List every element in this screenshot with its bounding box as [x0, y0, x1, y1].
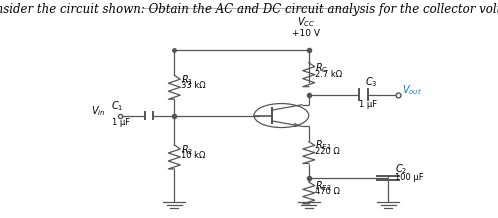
Text: $R_{E2}$: $R_{E2}$	[315, 179, 332, 193]
Text: $V_{in}$: $V_{in}$	[91, 104, 106, 118]
Text: $C_3$: $C_3$	[365, 76, 377, 89]
Text: $V_{CC}$: $V_{CC}$	[297, 16, 315, 29]
Text: . Consider the circuit shown: Obtain the AC and DC circuit analysis for the coll: . Consider the circuit shown: Obtain the…	[0, 3, 498, 16]
Text: $R_{E1}$: $R_{E1}$	[315, 139, 332, 152]
Text: 1 μF: 1 μF	[359, 100, 376, 109]
Text: 1 μF: 1 μF	[112, 118, 130, 127]
Text: 10 kΩ: 10 kΩ	[181, 151, 206, 160]
Text: 2.7 kΩ: 2.7 kΩ	[315, 70, 342, 79]
Text: +10 V: +10 V	[292, 29, 320, 38]
Text: $R_C$: $R_C$	[315, 61, 329, 75]
Text: $R_2$: $R_2$	[181, 143, 194, 157]
Text: $C_1$: $C_1$	[111, 99, 123, 113]
Text: 100 μF: 100 μF	[395, 173, 423, 182]
Text: $C_2$: $C_2$	[395, 162, 407, 176]
Text: $V_{out}$: $V_{out}$	[402, 83, 422, 97]
Text: $R_1$: $R_1$	[181, 73, 194, 87]
Text: 470 Ω: 470 Ω	[315, 187, 340, 196]
Text: 220 Ω: 220 Ω	[315, 147, 340, 156]
Text: 33 kΩ: 33 kΩ	[181, 81, 206, 90]
